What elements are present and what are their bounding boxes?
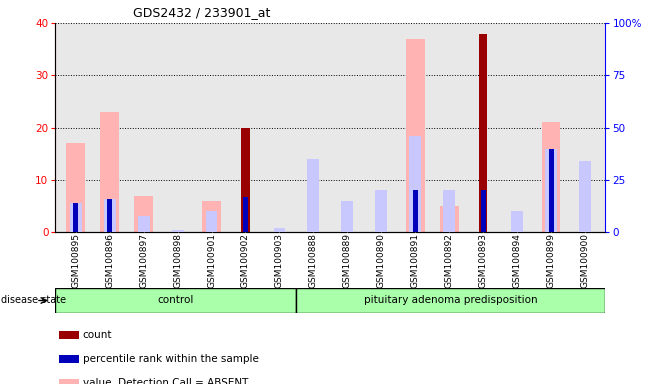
Text: GSM100895: GSM100895 (71, 233, 80, 288)
Bar (579, 161, 591, 232)
Bar (104, 199, 116, 232)
Text: GSM100891: GSM100891 (411, 233, 420, 288)
Text: GSM100888: GSM100888 (309, 233, 318, 288)
Bar (440, 206, 458, 232)
Bar (172, 230, 184, 232)
Bar (100, 112, 119, 232)
Text: GSM100900: GSM100900 (581, 233, 590, 288)
Text: GSM100894: GSM100894 (512, 233, 521, 288)
Bar (376, 190, 387, 232)
Bar (479, 33, 488, 232)
Text: GSM100903: GSM100903 (275, 233, 284, 288)
Bar (59, 331, 79, 339)
Text: GSM100901: GSM100901 (207, 233, 216, 288)
Text: GSM100889: GSM100889 (343, 233, 352, 288)
Bar (409, 136, 421, 232)
Text: GSM100896: GSM100896 (105, 233, 114, 288)
Bar (202, 201, 221, 232)
Bar (243, 197, 248, 232)
Bar (242, 127, 250, 232)
Text: percentile rank within the sample: percentile rank within the sample (83, 354, 258, 364)
Bar (59, 379, 79, 384)
Bar (137, 215, 150, 232)
Bar (480, 190, 486, 232)
Text: GDS2432 / 233901_at: GDS2432 / 233901_at (133, 6, 271, 19)
Bar (73, 203, 78, 232)
Bar (59, 355, 79, 363)
Text: GSM100892: GSM100892 (445, 233, 454, 288)
Bar (511, 211, 523, 232)
Text: pituitary adenoma predisposition: pituitary adenoma predisposition (364, 295, 538, 306)
Bar (206, 211, 217, 232)
Bar (341, 201, 353, 232)
Bar (107, 199, 112, 232)
Text: GSM100893: GSM100893 (478, 233, 488, 288)
Text: disease state: disease state (1, 295, 66, 306)
Bar (545, 149, 557, 232)
FancyBboxPatch shape (55, 288, 296, 313)
Bar (273, 228, 285, 232)
Text: count: count (83, 330, 112, 340)
Text: control: control (158, 295, 194, 306)
Bar (549, 149, 553, 232)
Bar (134, 196, 153, 232)
FancyBboxPatch shape (296, 288, 605, 313)
Text: GSM100890: GSM100890 (377, 233, 386, 288)
Text: GSM100897: GSM100897 (139, 233, 148, 288)
Text: GSM100902: GSM100902 (241, 233, 250, 288)
Text: GSM100898: GSM100898 (173, 233, 182, 288)
Text: value, Detection Call = ABSENT: value, Detection Call = ABSENT (83, 378, 248, 384)
Bar (307, 159, 320, 232)
Bar (66, 143, 85, 232)
Bar (542, 122, 561, 232)
Bar (70, 203, 81, 232)
Bar (413, 190, 418, 232)
Bar (406, 39, 424, 232)
Bar (443, 190, 455, 232)
Text: GSM100899: GSM100899 (547, 233, 555, 288)
